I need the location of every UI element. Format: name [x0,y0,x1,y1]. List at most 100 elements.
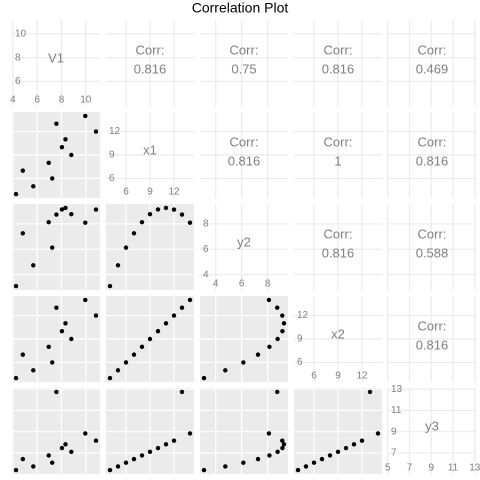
point [54,121,59,126]
x-tick-label: 6 [239,279,245,290]
point [179,212,185,217]
corr-label: Corr: [230,134,259,149]
point [20,168,26,173]
point [335,449,341,454]
point [83,431,88,436]
point [267,453,272,458]
point [266,297,272,303]
corr-value: 0.816 [416,153,449,168]
point [311,460,317,465]
y-tick-label: 9 [109,150,115,161]
point [255,352,261,357]
point [201,467,207,473]
point [187,220,193,225]
panel [12,204,100,290]
y-tick-label: 6 [203,244,209,255]
y-tick-label: 12 [109,126,121,137]
point [171,438,177,443]
corr-value: 0.816 [134,61,167,76]
point [131,352,137,357]
point [223,464,228,469]
point [31,464,36,469]
variable-name: x1 [143,142,157,157]
point [275,389,280,395]
point [171,313,177,318]
x-tick-label: 9 [147,187,153,198]
x-tick-label: 6 [311,371,317,382]
point [275,449,280,454]
point [280,328,285,334]
point [69,336,74,342]
point [93,438,99,443]
point [187,431,193,436]
point [201,375,207,381]
variable-name: y3 [425,418,439,433]
point [359,438,365,443]
y-tick-label: 8 [203,219,209,230]
point [266,431,272,436]
point [163,205,169,211]
variable-name: V1 [48,50,64,65]
corr-value: 0.469 [416,61,449,76]
point [31,368,36,373]
x-tick-label: 11 [448,463,459,474]
point [13,467,19,473]
x-tick-label: 9 [335,371,341,382]
point [46,453,51,458]
point [267,344,272,350]
point [319,456,325,462]
point [13,375,19,381]
point [83,297,88,303]
corr-label: Corr: [136,42,165,57]
point [343,445,349,451]
point [93,129,99,134]
point [13,283,19,289]
panel [388,204,476,290]
variable-name: x2 [331,326,345,341]
panel [388,388,476,474]
point [155,207,161,212]
corr-value: 0.588 [416,245,449,260]
point [155,445,161,451]
point [187,297,193,303]
x-tick-label: 6 [123,187,129,198]
point [367,389,373,395]
corr-label: Corr: [418,42,447,57]
x-tick-label: 12 [168,187,180,198]
y-tick-label: 7 [391,448,397,459]
y-tick-label: 13 [391,384,403,395]
point [54,389,59,395]
point [131,231,137,236]
point [46,160,51,166]
corr-label: Corr: [324,42,353,57]
x-tick-label: 10 [80,95,92,106]
point [131,456,137,462]
corr-value: 0.75 [231,61,256,76]
y-tick-label: 8 [15,52,21,63]
point [255,456,261,462]
y-tick-label: 9 [391,426,397,437]
x-tick-label: 12 [356,371,368,382]
point [223,368,228,373]
point [351,442,357,447]
point [54,212,59,217]
point [69,211,74,217]
point [241,360,246,365]
point [59,144,65,150]
point [139,344,145,350]
point [54,305,59,310]
corr-label: Corr: [418,226,447,241]
y-tick-label: 9 [297,334,303,345]
point [20,456,26,462]
corr-value: 0.816 [322,61,355,76]
point [275,336,280,342]
y-tick-label: 4 [203,269,209,280]
corr-label: Corr: [418,318,447,333]
y-tick-label: 10 [15,29,27,40]
x-tick-label: 7 [407,463,413,474]
point [69,449,74,454]
point [46,344,51,350]
point [63,137,68,142]
panel [12,388,100,474]
